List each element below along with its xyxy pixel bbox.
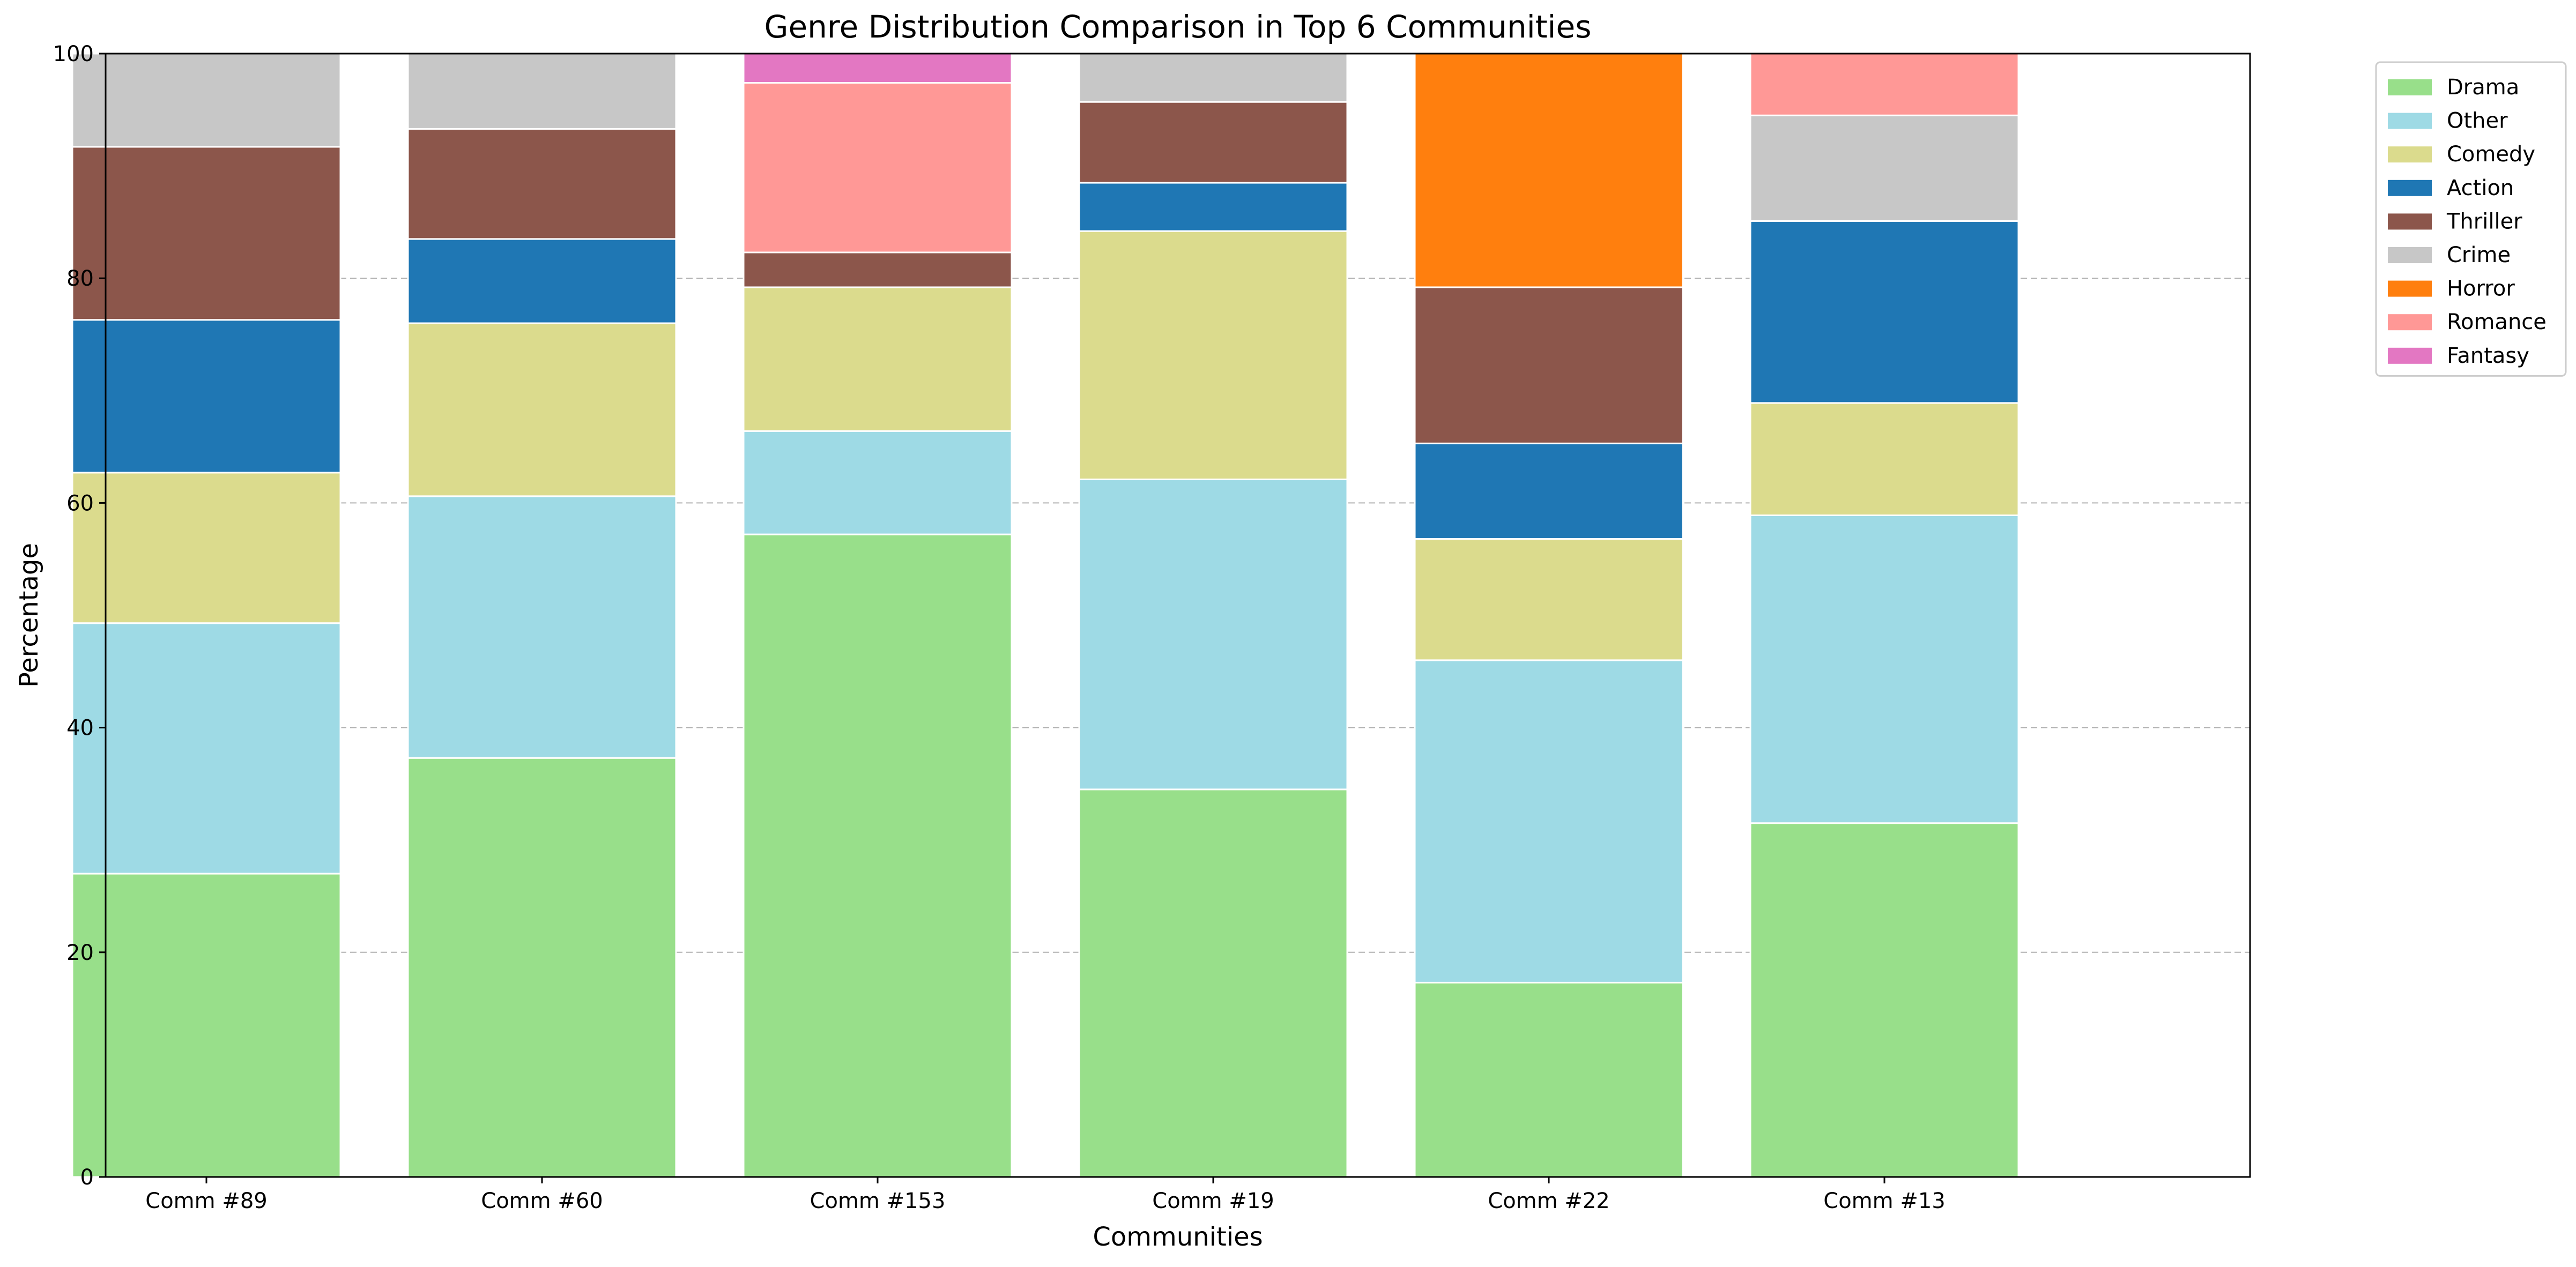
y-tick-label: 100	[53, 42, 94, 66]
legend-label: Horror	[2447, 277, 2515, 301]
x-tick-label: Comm #22	[1488, 1189, 1609, 1213]
bar-segment-action	[71, 319, 342, 474]
bar-segment-drama	[407, 757, 677, 1178]
legend-swatch	[2388, 280, 2432, 297]
legend-box	[2375, 61, 2567, 377]
bar-segment-romance	[743, 81, 1013, 254]
bar-segment-drama	[743, 533, 1013, 1178]
legend-swatch	[2388, 146, 2432, 163]
bar-segment-comedy	[407, 322, 677, 497]
bar-segment-comedy	[1414, 538, 1684, 661]
x-tick-label: Comm #19	[1152, 1189, 1274, 1213]
bar-segment-crime	[1078, 53, 1348, 103]
bar-segment-comedy	[1749, 402, 2020, 516]
bar-segment-thriller	[1414, 286, 1684, 444]
bars	[71, 53, 2020, 1178]
bar-segment-comedy	[71, 472, 342, 624]
legend-label: Other	[2447, 109, 2508, 133]
bar-segment-drama	[1078, 788, 1348, 1178]
legend-label: Thriller	[2446, 209, 2522, 234]
y-axis-label: Percentage	[14, 543, 44, 688]
bar-segment-thriller	[743, 251, 1013, 288]
legend-swatch	[2388, 347, 2432, 364]
bar-segment-other	[743, 430, 1013, 535]
y-tick-label: 80	[66, 266, 94, 291]
x-tick-label: Comm #89	[145, 1189, 267, 1213]
legend-label: Comedy	[2447, 142, 2535, 167]
y-tick-label: 40	[66, 716, 94, 741]
x-axis-label: Communities	[1093, 1222, 1263, 1252]
plot-frame	[105, 53, 2251, 1178]
bar-segment-other	[407, 495, 677, 759]
legend-label: Action	[2447, 176, 2514, 200]
legend-label: Crime	[2447, 243, 2511, 267]
x-tick-label: Comm #153	[810, 1189, 946, 1213]
bar-segment-action	[407, 238, 677, 324]
bar-segment-other	[71, 622, 342, 875]
y-tick-label: 20	[66, 941, 94, 965]
bar-segment-comedy	[1078, 230, 1348, 480]
legend-swatch	[2388, 247, 2432, 263]
bar-segment-horror	[1414, 53, 1684, 288]
bar-segment-drama	[71, 873, 342, 1178]
bar-segment-other	[1414, 659, 1684, 983]
legend-swatch	[2388, 113, 2432, 129]
bar-segment-action	[1749, 220, 2020, 404]
x-tick-label: Comm #60	[481, 1189, 603, 1213]
bar-segment-action	[1414, 442, 1684, 540]
bar-segment-drama	[1414, 981, 1684, 1178]
x-axis-ticks: Comm #89 Comm #60 Comm #153 Comm #19 Comm #2…	[145, 1177, 1946, 1213]
bar-segment-thriller	[1078, 101, 1348, 184]
bar-segment-crime	[1749, 114, 2020, 222]
legend-label: Drama	[2447, 75, 2519, 100]
y-axis-ticks: 0 20 40 60 80 100	[53, 42, 106, 1190]
legend-swatch	[2388, 213, 2432, 230]
x-tick-label: Comm #13	[1823, 1189, 1945, 1213]
legend-swatch	[2388, 79, 2432, 95]
legend-swatch	[2388, 180, 2432, 196]
bar-segment-action	[1078, 182, 1348, 232]
bar-segment-romance	[1749, 53, 2020, 116]
bar-segment-other	[1078, 478, 1348, 791]
legend-label: Fantasy	[2447, 344, 2529, 368]
chart-title: Genre Distribution Comparison in Top 6 C…	[764, 9, 1592, 45]
bar-segment-thriller	[407, 128, 677, 240]
bar-segment-drama	[1749, 822, 2020, 1178]
bar-segment-crime	[407, 53, 677, 130]
bar-segment-thriller	[71, 146, 342, 321]
legend-swatch	[2388, 314, 2432, 331]
bar-segment-comedy	[743, 286, 1013, 432]
bar-segment-crime	[71, 53, 342, 148]
legend: Drama Other Comedy Action Thriller Crime Horro…	[2375, 61, 2567, 377]
bar-segment-other	[1749, 514, 2020, 824]
y-tick-label: 60	[66, 491, 94, 516]
bar-segment-fantasy	[743, 53, 1013, 84]
y-tick-label: 0	[80, 1165, 94, 1190]
legend-label: Romance	[2447, 310, 2547, 334]
